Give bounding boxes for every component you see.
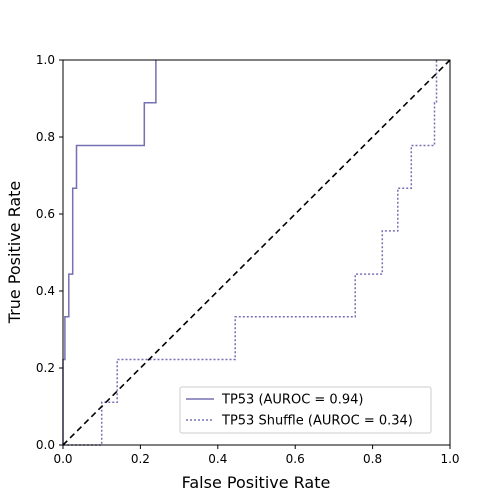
legend: TP53 (AUROC = 0.94) TP53 Shuffle (AUROC =… [179,386,432,434]
legend-label: TP53 Shuffle (AUROC = 0.34) [221,414,413,429]
y-tick-label: 0.8 [36,130,55,144]
chance-diagonal-line [62,59,451,446]
y-tick-label: 0.6 [36,207,55,221]
y-axis-label: True Positive Rate [5,181,24,325]
series-layer [62,59,451,446]
ticks-layer: 0.0 0.2 0.4 0.6 0.8 1.0 0.0 0.2 0.4 0.6 0.8 1.0 [36,53,460,466]
legend-label: TP53 (AUROC = 0.94) [221,393,363,408]
legend-box [179,386,432,434]
x-tick-label: 0.4 [208,452,227,466]
x-axis-label: False Positive Rate [182,473,331,492]
x-tick-label: 0.6 [286,452,305,466]
y-tick-label: 0.4 [36,284,55,298]
series-line-1 [63,60,438,446]
series-line-0 [62,60,157,445]
x-tick-label: 0.8 [363,452,382,466]
y-tick-label: 0.0 [36,438,55,452]
x-tick-label: 1.0 [440,452,459,466]
y-tick-label: 0.2 [36,361,55,375]
y-tick-label: 1.0 [36,53,55,67]
plot-frame [62,59,451,446]
x-tick-label: 0.2 [131,452,150,466]
x-tick-label: 0.0 [53,452,72,466]
